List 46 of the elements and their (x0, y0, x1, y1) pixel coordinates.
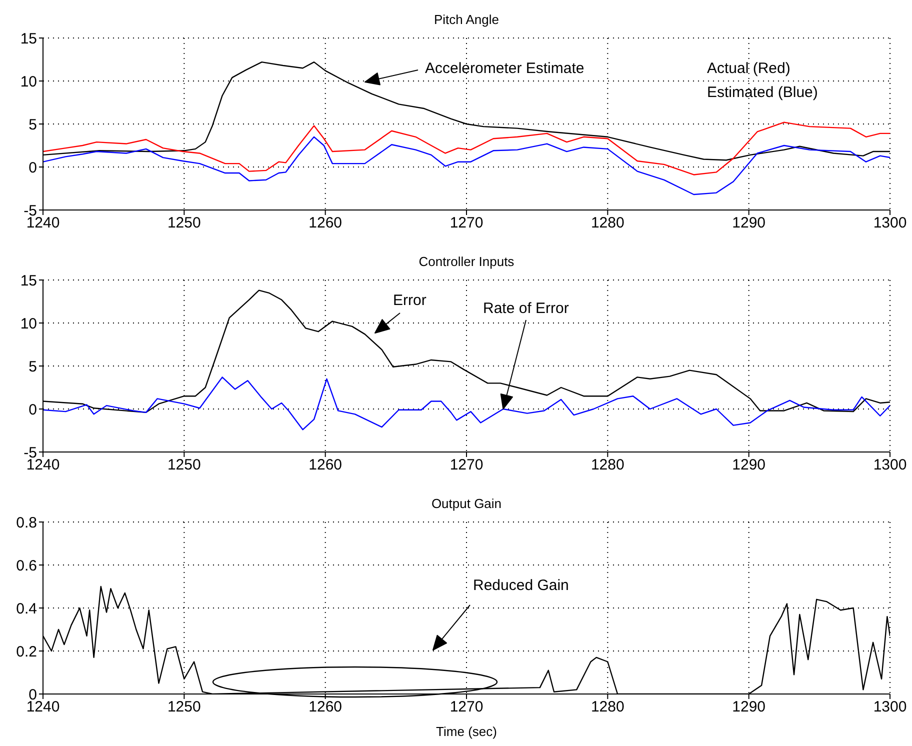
x-tick-label: 1240 (26, 456, 60, 474)
chart-title: Pitch Angle (432, 12, 500, 27)
x-tick-label: 1280 (590, 214, 624, 232)
x-tick-label: 1290 (732, 698, 766, 716)
x-tick-label: 1250 (167, 698, 201, 716)
x-tick-label: 1300 (873, 456, 907, 474)
annotation: Actual (Red) (707, 60, 790, 77)
y-tick-label: 5 (28, 116, 37, 134)
x-tick-label: 1260 (308, 456, 342, 474)
y-tick-label: 0.6 (16, 557, 37, 574)
y-tick-label: 15 (20, 30, 37, 48)
y-tick-label: 0 (28, 159, 37, 176)
x-tick-label: 1260 (308, 214, 342, 232)
x-tick-label: 1270 (450, 698, 484, 716)
x-tick-label: 1300 (873, 214, 907, 232)
x-tick-label: 1240 (26, 698, 60, 716)
x-tick-label: 1260 (308, 698, 342, 716)
annotation: Reduced Gain (473, 577, 569, 594)
x-tick-label: 1270 (450, 214, 484, 232)
y-tick-label: 5 (28, 358, 37, 376)
y-tick-label: 0.8 (16, 514, 37, 532)
y-tick-label: 0.4 (16, 600, 37, 618)
y-tick-label: 10 (20, 73, 37, 90)
line-series (43, 122, 890, 176)
x-tick-label: 1270 (450, 456, 484, 474)
x-tick-label: 1290 (732, 456, 766, 474)
annotation: Estimated (Blue) (707, 84, 818, 101)
x-tick-label: 1300 (873, 698, 907, 716)
y-tick-label: 0.2 (16, 643, 37, 660)
y-tick-label: 0 (28, 401, 37, 418)
annotation: Rate of Error (483, 300, 569, 317)
chart-title: Output Gain (430, 496, 503, 511)
x-tick-label: 1280 (590, 698, 624, 716)
x-tick-label: 1290 (732, 214, 766, 232)
x-tick-label: 1240 (26, 214, 60, 232)
line-series (43, 136, 890, 196)
y-tick-label: 15 (20, 272, 37, 290)
x-tick-label: 1250 (167, 456, 201, 474)
chart-title: Controller Inputs (418, 254, 516, 269)
annotation: Accelerometer Estimate (425, 60, 584, 77)
x-tick-label: 1280 (590, 456, 624, 474)
x-tick-label: 1250 (167, 214, 201, 232)
y-tick-label: 10 (20, 315, 37, 332)
line-series (43, 376, 890, 430)
x-axis-title: Time (sec) (436, 724, 497, 739)
annotation: Error (393, 292, 426, 309)
